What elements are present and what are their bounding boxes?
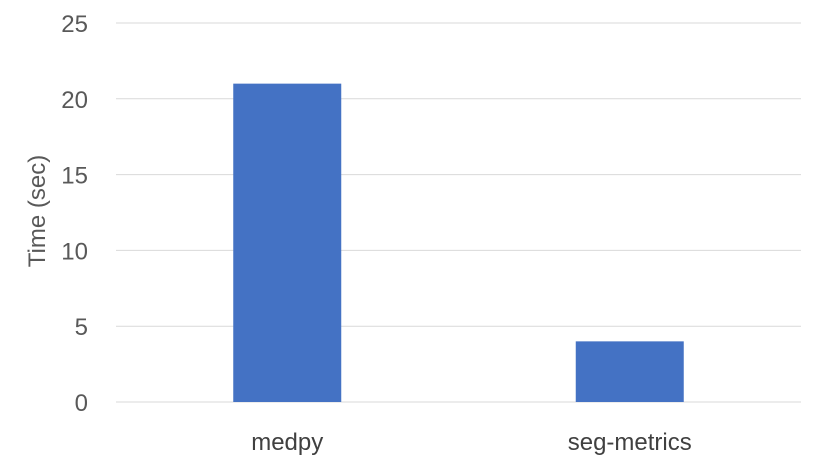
bar-medpy: [233, 83, 342, 402]
x-axis-category-labels: medpy seg-metrics: [251, 429, 692, 456]
y-tick-label: 5: [75, 314, 88, 341]
y-tick-label: 20: [61, 87, 88, 114]
x-category-label: seg-metrics: [568, 429, 692, 456]
bars: [233, 83, 684, 402]
y-tick-label: 25: [61, 11, 88, 38]
y-tick-label: 10: [61, 238, 88, 265]
bar-seg-metrics: [575, 341, 684, 402]
y-axis-tick-labels: 0 5 10 15 20 25: [61, 11, 88, 417]
gridlines: [116, 22, 801, 403]
y-axis-title: Time (sec): [24, 155, 51, 267]
x-category-label: medpy: [251, 429, 323, 456]
y-tick-label: 0: [75, 390, 88, 417]
y-tick-label: 15: [61, 163, 88, 190]
